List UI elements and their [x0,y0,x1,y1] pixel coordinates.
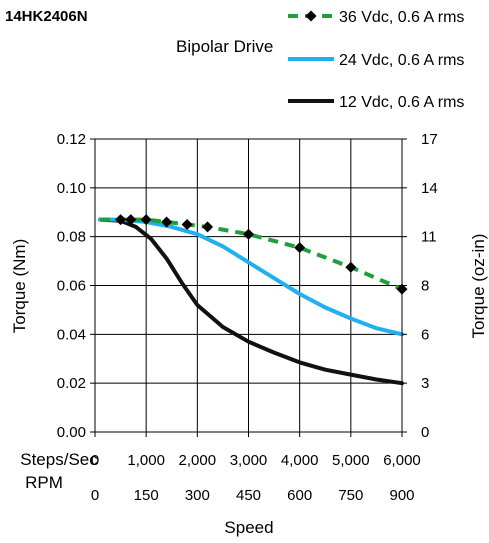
rpm-x-ticks: 0 150 300 450 600 750 900 [91,487,415,504]
x-rpm-tick-label: 600 [287,487,312,504]
y-left-tick-label: 0.00 [57,424,86,441]
legend-label: 24 Vdc, 0.6 A rms [339,52,464,69]
y-axis-label-left: Torque (Nm) [10,239,29,333]
x-steps-tick-label: 2,000 [179,452,217,469]
data-point-marker [294,242,306,254]
series-line [100,217,403,292]
x-steps-tick-label: 6,000 [383,452,421,469]
series-36-vdc [100,214,408,295]
y-right-tick-label: 17 [421,131,438,148]
y-left-tick-label: 0.02 [57,375,86,392]
y-axis-label-right: Torque (oz-in) [469,234,488,339]
x-rpm-tick-label: 900 [389,487,414,504]
y-right-tick-label: 6 [421,326,429,343]
grid [94,138,403,433]
x-steps-tick-label: 1,000 [127,452,165,469]
data-point-marker [243,228,254,240]
y-left-tick-label: 0.06 [57,278,86,295]
x-steps-tick-label: 4,000 [281,452,319,469]
legend-label: 36 Vdc, 0.6 A rms [339,9,464,26]
x-steps-tick-label: 5,000 [332,452,370,469]
steps-row-label: Steps/Sec [20,450,98,469]
data-point-marker [140,214,152,226]
x-rpm-tick-label: 300 [185,487,210,504]
right-y-ticks: 0 3 6 8 11 14 17 [402,131,438,441]
legend: 36 Vdc, 0.6 A rms 24 Vdc, 0.6 A rms 12 Vdc… [288,9,464,111]
x-rpm-tick-label: 0 [91,487,99,504]
y-left-tick-label: 0.08 [57,229,86,246]
data-point-marker [161,216,173,228]
x-rpm-tick-label: 750 [338,487,363,504]
y-right-tick-label: 14 [421,180,438,197]
y-right-tick-label: 8 [421,278,429,295]
data-point-marker [202,221,214,233]
x-axis-label: Speed [224,518,273,537]
y-left-tick-label: 0.12 [57,131,86,148]
legend-marker [305,10,317,22]
data-point-marker [345,261,357,273]
chart-title: 14HK2406N [5,8,88,25]
legend-label: 12 Vdc, 0.6 A rms [339,94,464,111]
y-left-tick-label: 0.10 [57,180,86,197]
steps-x-ticks: 0 1,000 2,000 3,000 4,000 5,000 6,000 [91,432,421,469]
legend-item: 12 Vdc, 0.6 A rms [288,94,464,111]
series-line [98,217,404,386]
legend-item: 36 Vdc, 0.6 A rms [288,9,464,26]
y-right-tick-label: 0 [421,424,429,441]
legend-item: 24 Vdc, 0.6 A rms [288,52,464,69]
rpm-row-label: RPM [25,473,63,492]
x-steps-tick-label: 3,000 [230,452,268,469]
data-point-marker [115,214,127,226]
x-rpm-tick-label: 450 [236,487,261,504]
series-layer [98,214,408,386]
data-point-marker [181,218,193,230]
left-y-ticks: 0.00 0.02 0.04 0.06 0.08 0.10 0.12 [57,131,95,441]
chart-subtitle: Bipolar Drive [176,37,273,56]
y-right-tick-label: 3 [421,375,429,392]
series-12-vdc [98,217,404,386]
y-right-tick-label: 11 [421,229,437,246]
x-steps-tick-label: 0 [91,452,99,469]
x-rpm-tick-label: 150 [134,487,159,504]
y-left-tick-label: 0.04 [57,326,86,343]
data-point-marker [125,214,137,226]
